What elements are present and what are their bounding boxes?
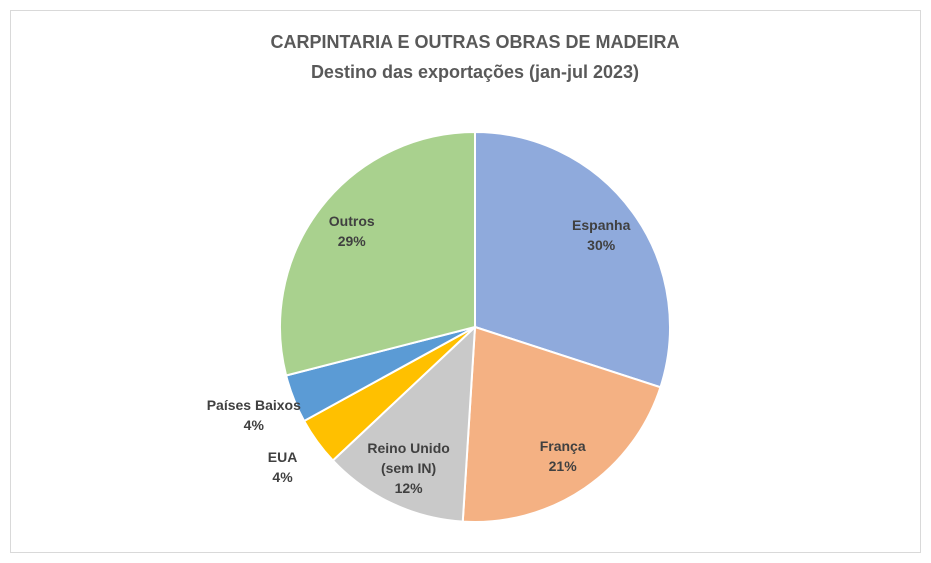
label-category: Países Baixos — [206, 396, 301, 413]
label-value: 21% — [548, 458, 577, 475]
label-value: 4% — [272, 468, 293, 485]
label-category: Outros — [328, 213, 375, 230]
data-label: França 21% — [540, 436, 586, 476]
chart-subtitle: Destino das exportações (jan-jul 2023) — [311, 62, 639, 82]
data-label: Outros 29% — [329, 211, 375, 251]
pie-slice — [461, 325, 662, 523]
label-category: França — [539, 438, 586, 455]
pie-slice — [279, 130, 476, 377]
label-value: 12% — [394, 480, 423, 497]
data-label: Países Baixos 4% — [207, 395, 301, 435]
data-label: Espanha 30% — [572, 215, 630, 255]
data-label: Reino Unido (sem IN) 12% — [359, 438, 459, 498]
pie-slice — [474, 130, 671, 389]
chart-title: CARPINTARIA E OUTRAS OBRAS DE MADEIRA — [270, 32, 679, 52]
label-value: 4% — [243, 416, 264, 433]
data-label: EUA 4% — [268, 447, 298, 487]
label-category: Espanha — [572, 217, 631, 234]
label-category: EUA — [267, 448, 298, 465]
label-category: Reino Unido (sem IN) — [367, 440, 450, 477]
label-value: 29% — [337, 233, 366, 250]
pie-slice — [331, 324, 477, 523]
label-value: 30% — [587, 237, 616, 254]
